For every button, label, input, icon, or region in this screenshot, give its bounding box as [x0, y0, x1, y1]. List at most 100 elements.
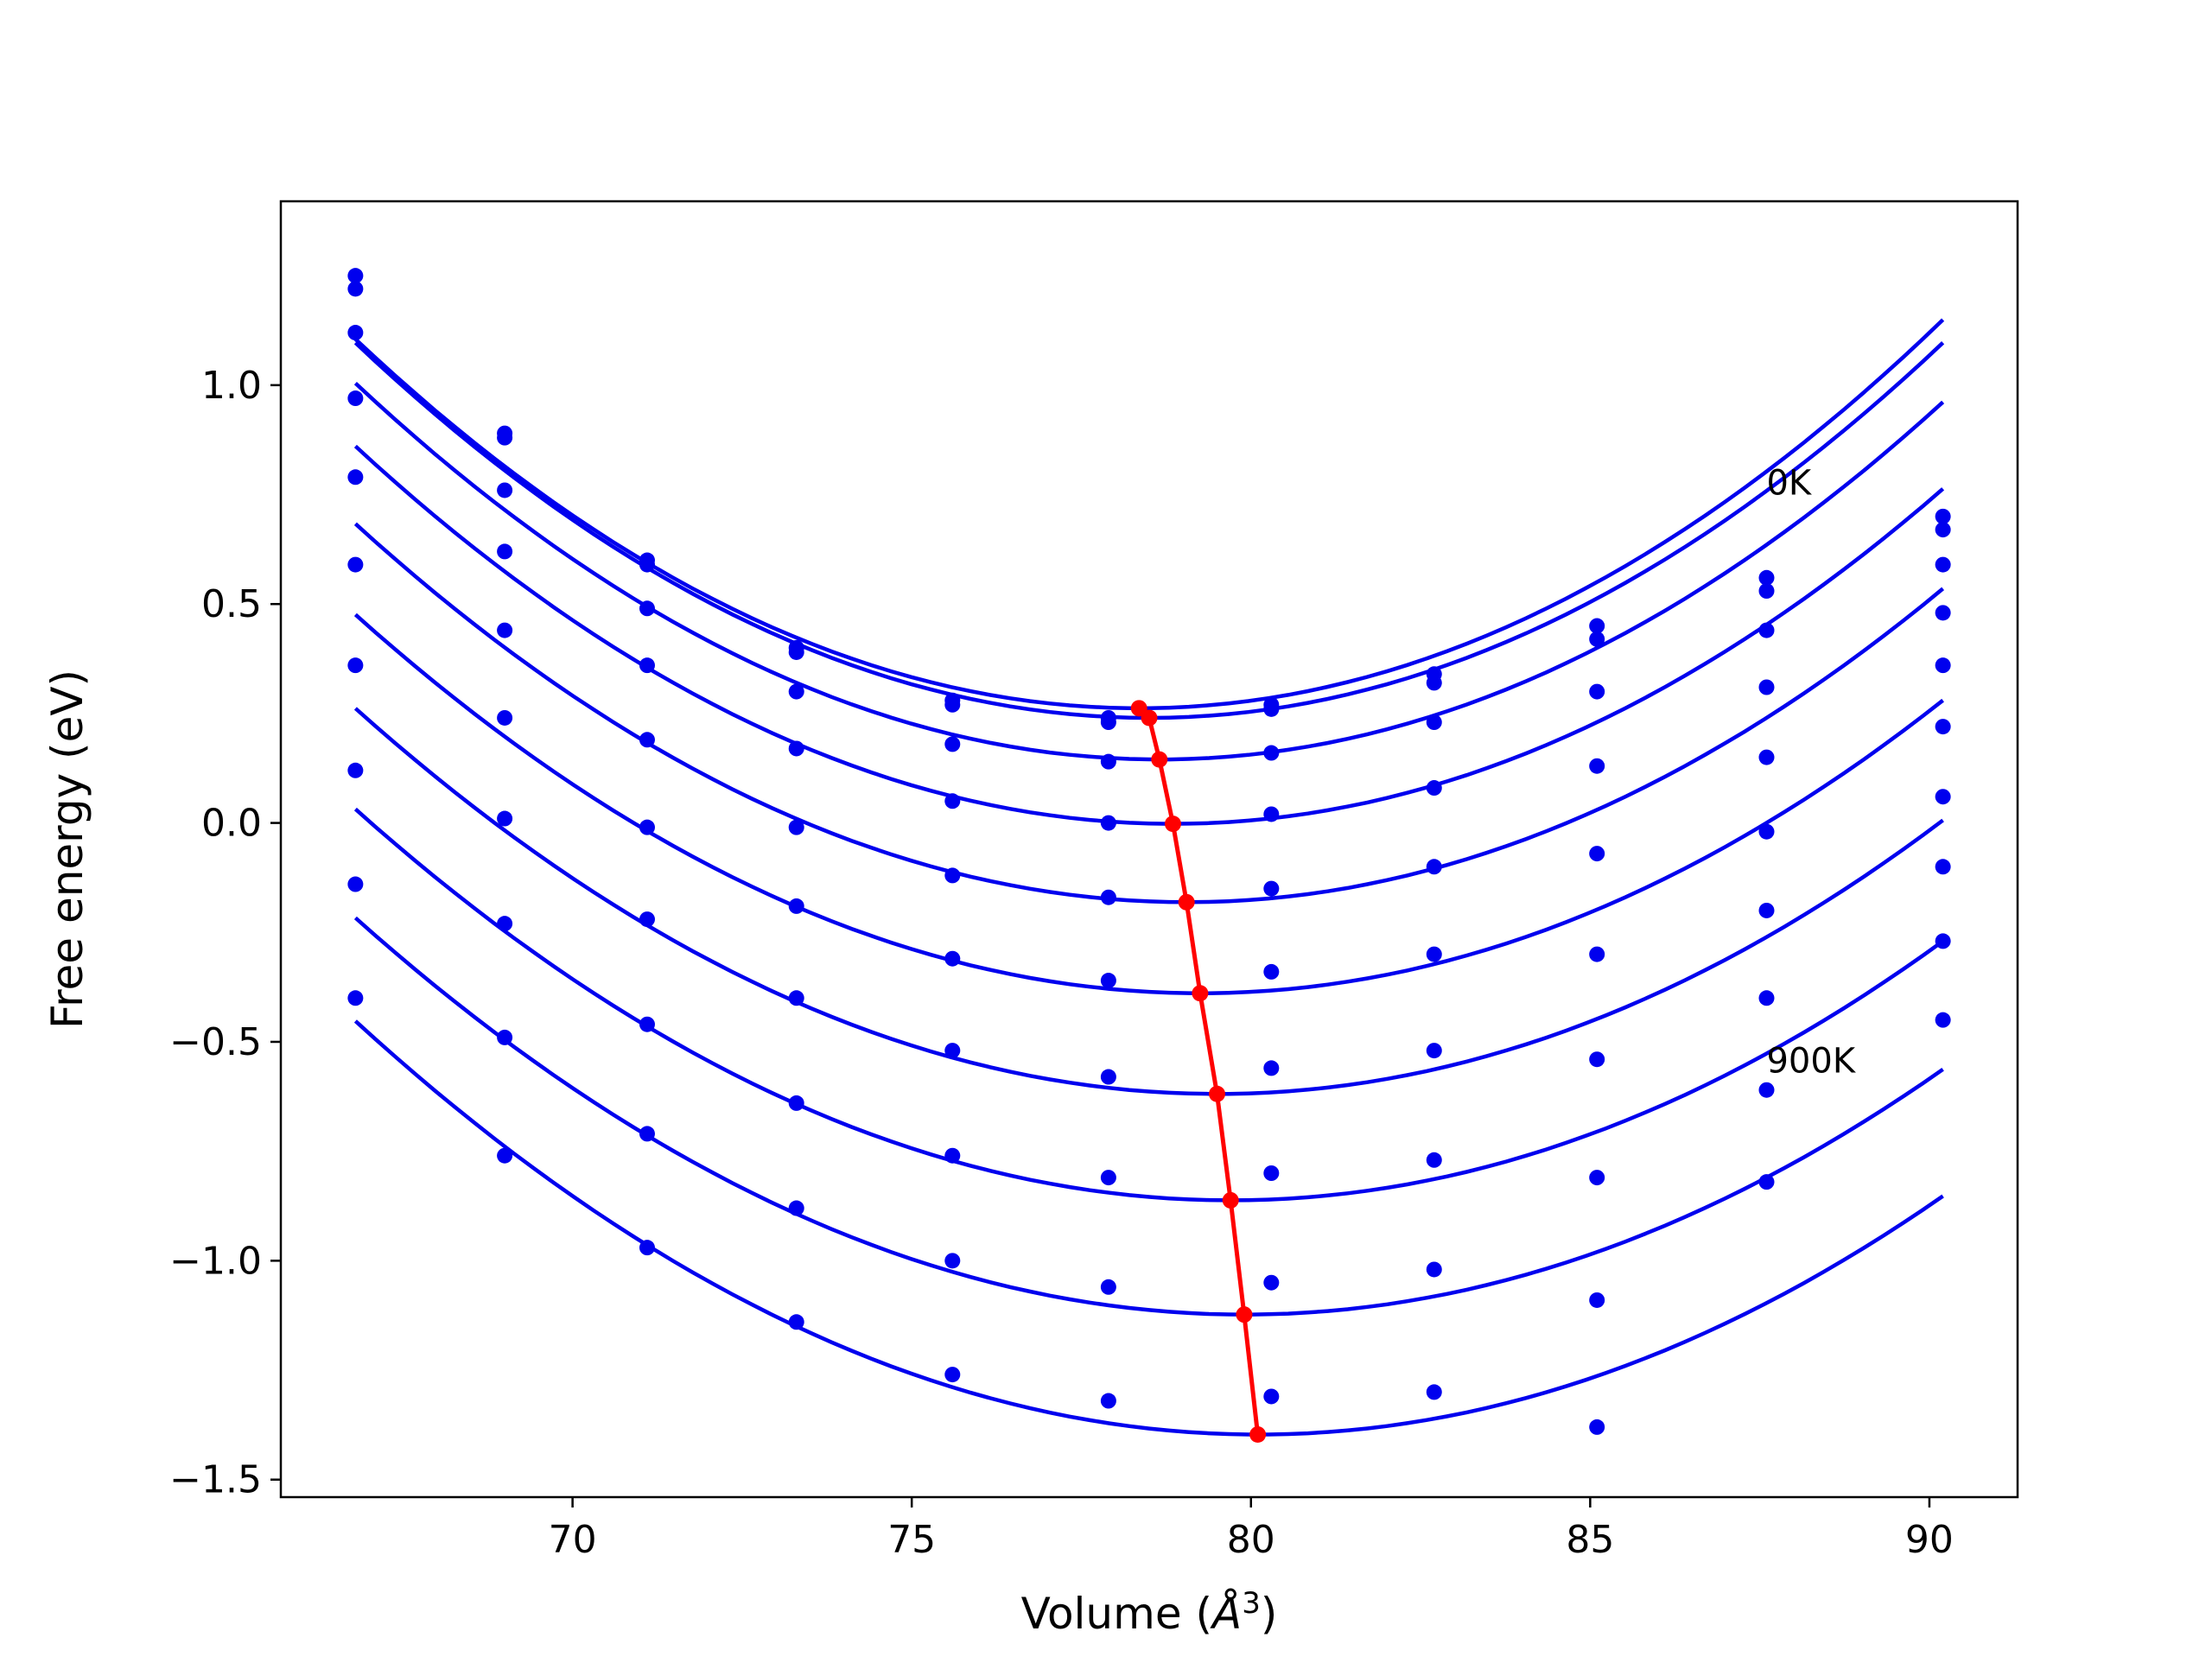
data-point: [347, 390, 364, 407]
data-point: [639, 600, 655, 617]
data-point: [347, 762, 364, 778]
data-point: [788, 990, 804, 1006]
x-tick-label: 70: [549, 1518, 597, 1562]
data-point: [1100, 889, 1116, 905]
x-axis-label: Volume (Å3): [1021, 1586, 1278, 1639]
x-tick-label: 85: [1566, 1518, 1614, 1562]
data-point: [1589, 1419, 1605, 1435]
data-point: [639, 819, 655, 835]
fit-curve-9: [353, 1019, 1944, 1437]
data-point: [1263, 880, 1280, 897]
y-tick-label: −0.5: [169, 1020, 262, 1064]
data-point: [1100, 753, 1116, 770]
data-point: [944, 736, 961, 752]
data-point: [1758, 902, 1775, 918]
minimum-point: [1222, 1191, 1239, 1209]
y-tick-label: −1.5: [169, 1458, 262, 1502]
x-axis-label-sup: 3: [1242, 1586, 1261, 1621]
data-point: [788, 1095, 804, 1111]
data-point: [497, 810, 513, 827]
data-point: [944, 1147, 961, 1164]
fit-curve-4: [353, 522, 1945, 904]
data-point: [1263, 701, 1280, 717]
data-point: [1263, 806, 1280, 822]
data-point: [1589, 1170, 1605, 1186]
minimum-point: [1178, 893, 1195, 911]
data-point: [347, 325, 364, 341]
data-point: [1426, 1384, 1442, 1400]
data-point: [1935, 522, 1951, 538]
data-point: [944, 1253, 961, 1269]
data-point: [347, 469, 364, 486]
data-point: [944, 867, 961, 884]
minimum-point: [1209, 1085, 1226, 1102]
fit-curve-0: [353, 318, 1945, 711]
data-point: [1263, 1274, 1280, 1291]
data-point: [1589, 946, 1605, 962]
data-point: [1589, 1292, 1605, 1308]
data-point: [788, 644, 804, 660]
data-point: [497, 1029, 513, 1045]
data-point: [639, 732, 655, 748]
data-point: [1426, 1261, 1442, 1278]
data-point: [788, 683, 804, 700]
data-point: [639, 556, 655, 573]
data-point: [1758, 569, 1775, 586]
data-point: [497, 543, 513, 560]
data-point: [1589, 618, 1605, 634]
minimum-path-line: [1137, 706, 1261, 1435]
minimum-point: [1141, 709, 1158, 727]
fit-curve-6: [353, 707, 1944, 1096]
data-point: [1100, 1279, 1116, 1295]
fit-curve-5: [353, 613, 1944, 995]
data-point: [1426, 946, 1442, 962]
data-point: [639, 1016, 655, 1032]
data-point: [1426, 675, 1442, 691]
annotations: 0K 900K: [1766, 464, 1856, 1082]
fit-curve-3: [353, 444, 1945, 826]
y-axis-ticks: 1.0 0.5 0.0 −0.5 −1.0 −1.5: [169, 364, 281, 1502]
data-point: [347, 556, 364, 573]
x-axis-label-close: ): [1261, 1589, 1278, 1639]
y-tick-label: 0.0: [201, 802, 262, 846]
data-point: [1935, 789, 1951, 805]
data-point: [1100, 1069, 1116, 1085]
data-point: [1758, 1082, 1775, 1098]
data-point: [497, 916, 513, 932]
data-point: [944, 1043, 961, 1059]
data-point: [1589, 1051, 1605, 1068]
data-point: [1100, 1393, 1116, 1409]
data-point: [1758, 749, 1775, 765]
data-point: [639, 1240, 655, 1256]
data-point: [1935, 859, 1951, 875]
data-point: [1426, 1152, 1442, 1168]
y-tick-label: 0.5: [201, 582, 262, 626]
data-point: [1100, 709, 1116, 726]
minimum-point: [1236, 1306, 1253, 1323]
data-point: [1589, 846, 1605, 862]
data-point: [1935, 933, 1951, 949]
data-point: [944, 1367, 961, 1383]
x-tick-label: 75: [887, 1518, 936, 1562]
minimum-point: [1192, 985, 1209, 1002]
data-point: [944, 696, 961, 713]
data-point: [1935, 605, 1951, 621]
data-point: [1589, 758, 1605, 774]
data-point: [1263, 1060, 1280, 1076]
data-point: [788, 1314, 804, 1330]
data-point: [1263, 963, 1280, 980]
data-point: [1935, 556, 1951, 573]
y-tick-label: 1.0: [201, 364, 262, 408]
x-tick-label: 90: [1905, 1518, 1954, 1562]
data-point: [788, 740, 804, 757]
data-point: [1758, 990, 1775, 1006]
y-axis-label: Free energy (eV): [42, 670, 92, 1029]
data-point: [1758, 1174, 1775, 1190]
data-point: [1100, 973, 1116, 989]
data-point: [944, 793, 961, 809]
data-point: [347, 268, 364, 284]
minimum-point: [1249, 1426, 1267, 1444]
x-axis-ticks: 70 75 80 85 90: [549, 1497, 1954, 1562]
fit-curve-8: [353, 916, 1944, 1317]
